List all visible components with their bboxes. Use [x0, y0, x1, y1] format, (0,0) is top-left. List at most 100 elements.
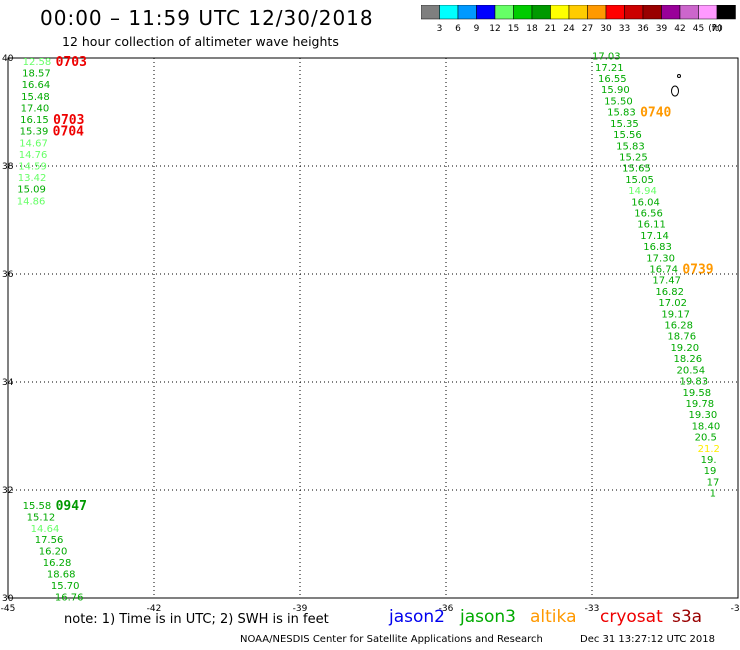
wave-height-label: 17.40 — [21, 103, 50, 114]
satellite-altika: altika — [530, 607, 577, 627]
wave-height-label: 19. — [701, 455, 717, 466]
lat-tick-label: 34 — [2, 378, 14, 388]
wave-height-label: 14.67 — [19, 138, 48, 149]
wave-height-label: 17.14 — [640, 231, 669, 242]
wave-height-label: 15.48 — [21, 92, 50, 103]
wave-height-label: 14.76 — [19, 150, 48, 161]
map-title: 00:00 – 11:59 UTC 12/30/2018 — [40, 6, 374, 30]
pass-time-label: 0739 — [682, 263, 713, 278]
scale-label: 70 — [711, 24, 723, 34]
wave-height-label: 15.35 — [610, 119, 639, 130]
wave-height-label: 15.12 — [27, 512, 56, 523]
map-frame — [7, 57, 739, 599]
wave-height-label: 15.50 — [604, 96, 633, 107]
wave-height-label: 14.86 — [17, 196, 46, 207]
scale-label: 12 — [489, 24, 500, 34]
track-left-south: 15.5815.1214.6417.5616.2016.2818.6815.70… — [23, 499, 87, 604]
map-grid — [8, 58, 738, 598]
lat-tick-label: 38 — [2, 162, 14, 172]
wave-height-label: 20.5 — [695, 433, 717, 444]
wave-height-label: 15.90 — [601, 85, 630, 96]
scale-label: 24 — [563, 24, 575, 34]
wave-height-label: 18.57 — [22, 69, 51, 80]
wave-height-label: 16.15 — [20, 115, 49, 126]
altimeter-tracks: 12.5818.5716.6415.4817.4016.1515.3914.67… — [17, 52, 720, 604]
map-subtitle: 12 hour collection of altimeter wave hei… — [62, 34, 339, 49]
lat-tick-label: 40 — [2, 54, 14, 64]
wave-height-label: 13.42 — [18, 173, 47, 184]
wave-height-label: 19.58 — [683, 388, 712, 399]
island-outline — [671, 74, 681, 97]
wave-height-color-scale: 3 6 9 12 15 18 21 24 27 30 33 36 39 42 45 70(ft) — [421, 5, 736, 34]
wave-height-label: 18.68 — [47, 570, 76, 581]
wave-height-label: 15.56 — [613, 130, 642, 141]
scale-unit: (ft) — [708, 24, 722, 34]
wave-height-label: 16.11 — [637, 220, 666, 231]
wave-height-label: 19.30 — [689, 410, 718, 421]
track-left-north: 12.5818.5716.6415.4817.4016.1515.3914.67… — [17, 55, 87, 207]
wave-height-label: 19.83 — [680, 377, 709, 388]
wave-height-label: 12.58 — [23, 57, 52, 68]
satellite-jason3: jason3 — [460, 607, 516, 627]
map-axes: -45 -42 -39 -36 -33 -30 40 38 36 34 32 30 — [1, 54, 740, 614]
wave-height-label: 15.09 — [17, 185, 46, 196]
lon-tick-label: -42 — [147, 604, 162, 614]
scale-label: 33 — [619, 24, 630, 34]
wave-height-label: 19.78 — [686, 399, 715, 410]
scale-label: 36 — [637, 24, 649, 34]
wave-height-label: 15.25 — [619, 152, 648, 163]
scale-label: 6 — [455, 24, 461, 34]
lon-tick-label: -39 — [293, 604, 308, 614]
wave-height-label: 16.04 — [631, 197, 660, 208]
pass-time-label: 0740 — [640, 106, 671, 121]
wave-height-label: 16.56 — [634, 208, 663, 219]
wave-height-label: 16.76 — [55, 592, 84, 603]
lon-tick-label: -45 — [1, 604, 16, 614]
credit-text: NOAA/NESDIS Center for Satellite Applica… — [240, 634, 543, 645]
wave-height-label: 17.47 — [652, 276, 681, 287]
wave-height-label: 14.94 — [628, 186, 657, 197]
wave-height-label: 17.56 — [35, 535, 64, 546]
wave-height-label: 17.02 — [658, 298, 687, 309]
wave-height-label: 16.74 — [649, 265, 678, 276]
scale-label: 3 — [437, 24, 443, 34]
wave-height-label: 16.82 — [655, 287, 684, 298]
scale-swatch — [716, 5, 736, 20]
pass-time-label: 0703 — [53, 113, 84, 128]
scale-label: 15 — [508, 24, 519, 34]
pass-time-label: 0704 — [53, 125, 84, 140]
wave-height-label: 16.64 — [22, 80, 51, 91]
wave-height-label: 15.83 — [616, 141, 645, 152]
scale-label: 18 — [526, 24, 538, 34]
scale-label: 30 — [600, 24, 612, 34]
wave-height-label: 15.39 — [20, 127, 49, 138]
lat-tick-label: 36 — [2, 270, 14, 280]
wave-height-label: 17.21 — [595, 63, 624, 74]
wave-height-label: 18.40 — [692, 421, 721, 432]
wave-height-label: 20.54 — [676, 365, 705, 376]
wave-height-label: 15.05 — [625, 175, 654, 186]
generated-timestamp: Dec 31 13:27:12 UTC 2018 — [580, 634, 715, 645]
wave-height-label: 21.2 — [698, 444, 720, 455]
lon-tick-label: -36 — [439, 604, 454, 614]
scale-label: 27 — [582, 24, 593, 34]
scale-label: 39 — [656, 24, 668, 34]
wave-height-label: 18.76 — [667, 332, 696, 343]
scale-label: 21 — [545, 24, 556, 34]
wave-height-label: 19.17 — [661, 309, 690, 320]
wave-height-label: 19 — [704, 466, 717, 477]
footer-note: note: 1) Time is in UTC; 2) SWH is in fe… — [64, 612, 329, 627]
wave-height-label: 16.28 — [664, 321, 693, 332]
wave-height-label: 16.20 — [39, 547, 68, 558]
wave-height-label: 17.30 — [646, 253, 675, 264]
lat-tick-label: 32 — [2, 486, 13, 496]
wave-height-label: 14.64 — [31, 524, 60, 535]
scale-label: 42 — [674, 24, 685, 34]
wave-height-label: 15.58 — [23, 501, 52, 512]
track-right: 17.0317.2116.5515.9015.5015.8315.3515.56… — [592, 52, 720, 500]
wave-height-label: 15.70 — [51, 581, 80, 592]
pass-time-label: 0947 — [56, 499, 87, 514]
scale-label: 9 — [474, 24, 480, 34]
wave-height-label: 15.65 — [622, 164, 651, 175]
